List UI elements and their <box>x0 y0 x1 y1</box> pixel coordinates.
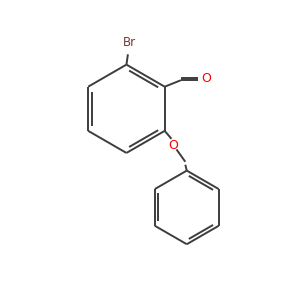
Text: Br: Br <box>123 36 136 49</box>
Text: O: O <box>168 139 178 152</box>
Text: O: O <box>201 72 211 86</box>
